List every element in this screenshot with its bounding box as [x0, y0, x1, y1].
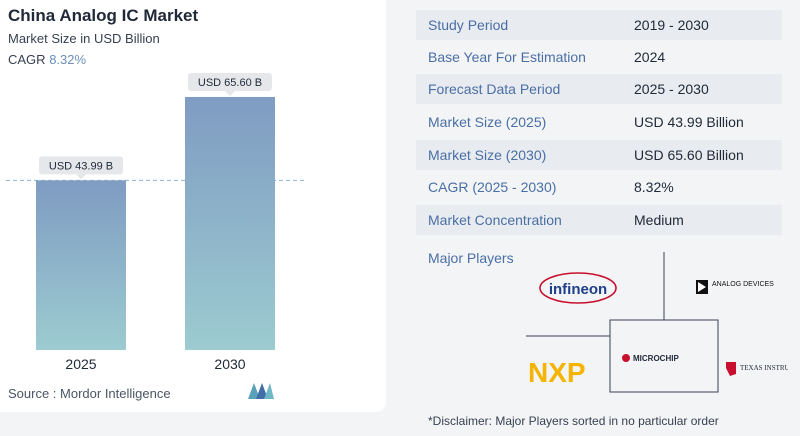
infineon-logo: infineon: [539, 272, 617, 304]
info-label: Market Size (2025): [428, 114, 547, 130]
bar-2030: [185, 96, 275, 350]
info-label: Base Year For Estimation: [428, 49, 586, 65]
info-value: 2025 - 2030: [634, 81, 709, 97]
info-label: Market Size (2030): [428, 147, 547, 163]
info-label: Study Period: [428, 17, 509, 33]
data-label-pointer: [76, 174, 86, 180]
cagr-line: CAGR 8.32%: [8, 52, 86, 67]
info-label: CAGR (2025 - 2030): [428, 179, 557, 195]
disclaimer-text: *Disclaimer: Major Players sorted in no …: [428, 414, 719, 428]
info-row: Base Year For Estimation 2024: [416, 42, 782, 72]
chart-subtitle: Market Size in USD Billion: [8, 31, 160, 46]
info-row: Market Size (2025) USD 43.99 Billion: [416, 107, 782, 137]
data-label: USD 65.60 B: [198, 77, 262, 89]
nxp-logo: NXP: [528, 357, 586, 388]
x-tick-label: 2025: [65, 356, 96, 372]
info-value: USD 43.99 Billion: [634, 114, 744, 130]
info-value: USD 65.60 Billion: [634, 147, 744, 163]
info-row: Market Concentration Medium: [416, 205, 782, 235]
x-tick-label: 2030: [214, 356, 245, 372]
bar-chart: USD 43.99 B 2025 USD 65.60 B 2030: [6, 72, 306, 372]
info-row: Forecast Data Period 2025 - 2030: [416, 74, 782, 104]
data-label: USD 43.99 B: [49, 160, 113, 172]
chart-card: China Analog IC Market Market Size in US…: [0, 0, 386, 412]
mordor-logo-icon: [248, 383, 274, 399]
cagr-label: CAGR: [8, 52, 46, 67]
source-text: Source : Mordor Intelligence: [8, 386, 171, 401]
texas-instruments-logo: TEXAS INSTRUMENTS: [726, 362, 788, 376]
bar-2025: [36, 180, 126, 350]
player-name: MICROCHIP: [633, 354, 679, 363]
data-label-pointer: [225, 90, 235, 96]
data-label-bg: [188, 72, 272, 91]
major-players-label: Major Players: [428, 250, 514, 266]
info-value: Medium: [634, 212, 684, 228]
microchip-logo: MICROCHIP: [622, 354, 679, 363]
player-name: TEXAS INSTRUMENTS: [740, 364, 788, 372]
analog-devices-logo: ANALOG DEVICES: [696, 280, 774, 294]
info-value: 8.32%: [634, 179, 674, 195]
market-info-panel: Study Period 2019 - 2030 Base Year For E…: [416, 0, 796, 436]
player-name: infineon: [549, 281, 607, 298]
player-name: ANALOG DEVICES: [712, 281, 774, 288]
data-label-bg: [39, 156, 123, 175]
info-value: 2024: [634, 49, 666, 65]
info-row: CAGR (2025 - 2030) 8.32%: [416, 172, 782, 202]
info-row: Study Period 2019 - 2030: [416, 10, 782, 40]
major-players-grid: infineon ANALOG DEVICES NXP MICROCHIP TE…: [526, 252, 788, 393]
cagr-value: 8.32%: [49, 52, 87, 67]
player-name: NXP: [528, 357, 586, 388]
info-row: Market Size (2030) USD 65.60 Billion: [416, 140, 782, 170]
info-label: Forecast Data Period: [428, 81, 561, 97]
info-label: Market Concentration: [428, 212, 562, 228]
info-value: 2019 - 2030: [634, 17, 709, 33]
chart-title: China Analog IC Market: [8, 6, 199, 25]
